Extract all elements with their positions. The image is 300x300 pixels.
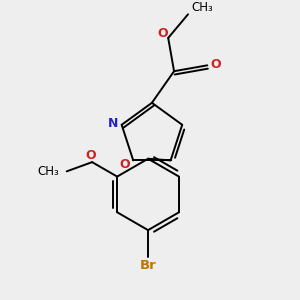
Text: CH₃: CH₃ [37, 165, 59, 178]
Text: N: N [108, 117, 118, 130]
Text: O: O [86, 149, 96, 162]
Text: CH₃: CH₃ [191, 1, 213, 14]
Text: O: O [157, 27, 168, 40]
Text: O: O [211, 58, 221, 71]
Text: O: O [119, 158, 130, 171]
Text: Br: Br [140, 259, 156, 272]
